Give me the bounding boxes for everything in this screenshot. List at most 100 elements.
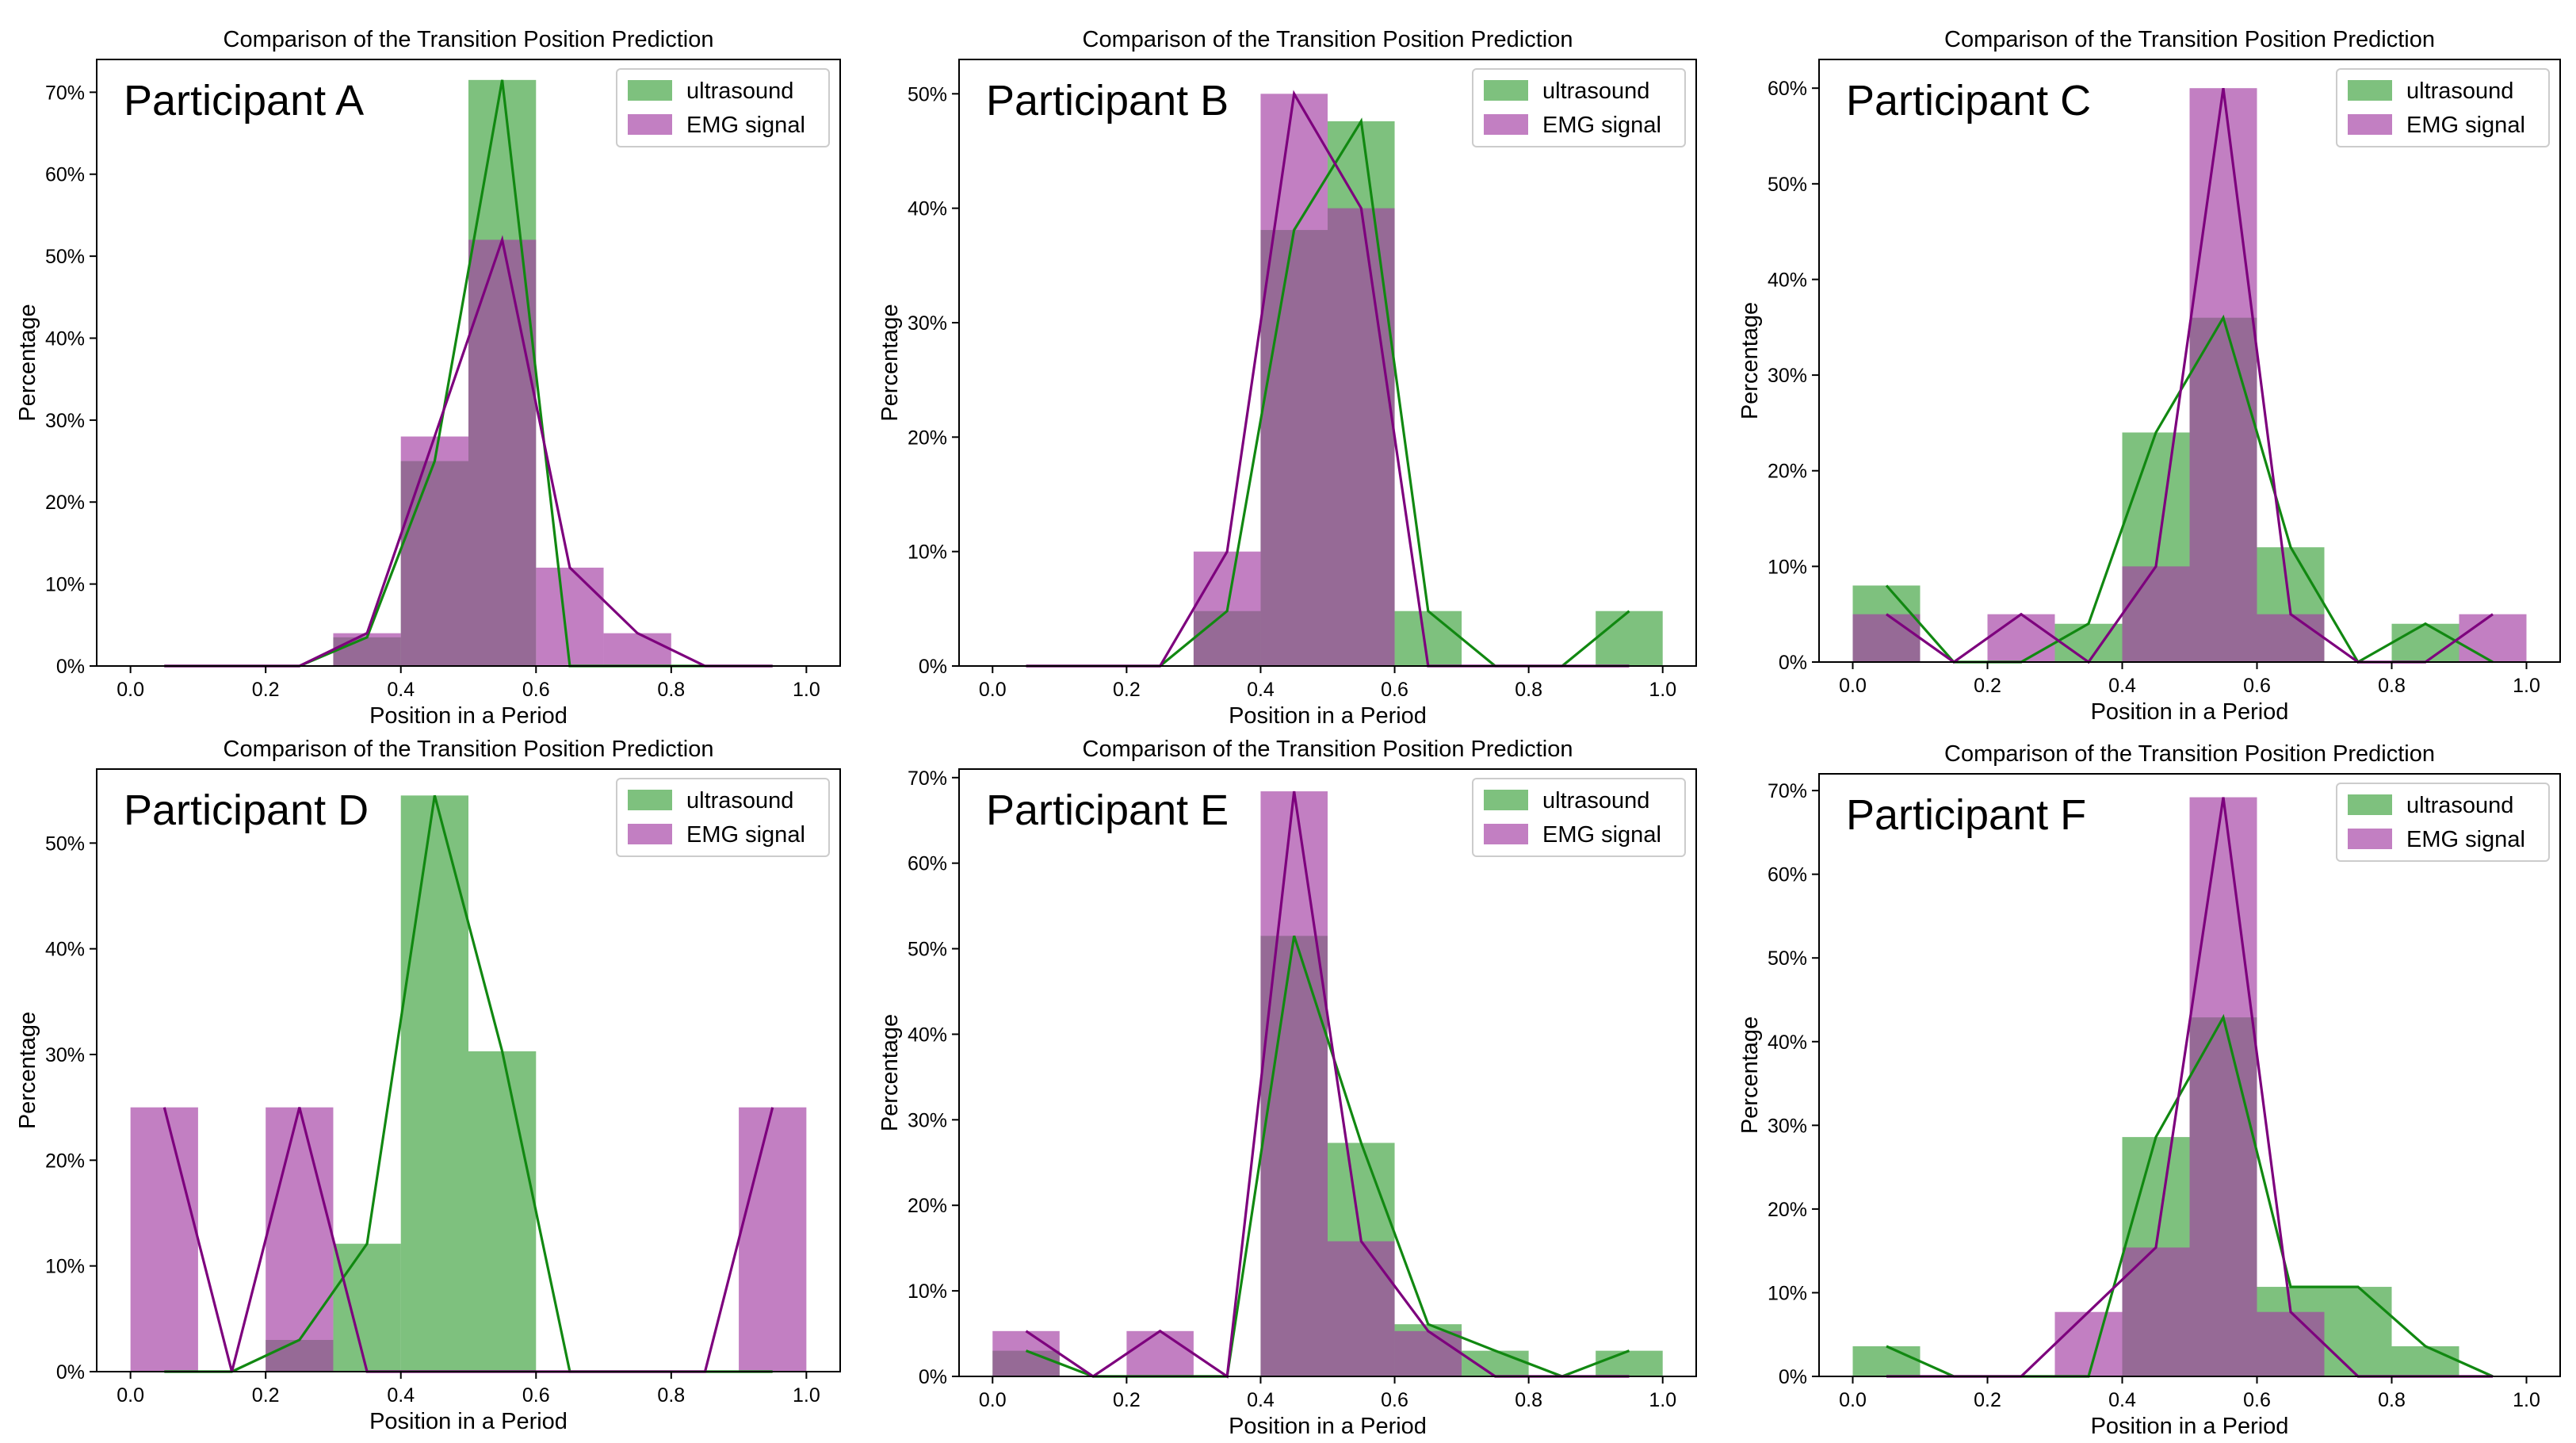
x-axis-label: Position in a Period	[2091, 699, 2289, 725]
x-tick-label: 0.6	[1381, 679, 1408, 701]
y-tick-label: 20%	[908, 427, 947, 449]
y-tick-label: 60%	[45, 164, 85, 186]
x-tick-label: 1.0	[793, 679, 820, 701]
x-tick-label: 0.6	[2243, 675, 2271, 697]
plot-frame	[96, 768, 841, 1372]
y-tick-label: 40%	[45, 939, 85, 961]
histogram-bar	[1852, 1346, 1921, 1376]
histogram-bar	[266, 1107, 334, 1372]
y-axis-label: Percentage	[1737, 1016, 1763, 1134]
series-emg-bars	[333, 239, 671, 666]
chart-title: Comparison of the Transition Position Pr…	[224, 737, 714, 762]
histogram-bar	[1987, 614, 2055, 662]
y-tick-label: 40%	[908, 1024, 947, 1046]
legend: ultrasound EMG signal	[2336, 783, 2550, 862]
y-tick-label: 20%	[1768, 1199, 1807, 1221]
legend-swatch	[1484, 790, 1528, 810]
chart-panel-5: Comparison of the Transition Position Pr…	[877, 737, 1697, 1439]
histogram-bar	[603, 633, 671, 666]
x-tick-label: 0.2	[252, 1384, 280, 1407]
legend: ultrasound EMG signal	[616, 68, 830, 147]
y-tick-label: 10%	[45, 1256, 85, 1278]
legend-label: ultrasound	[2406, 78, 2513, 104]
y-tick-label: 50%	[45, 246, 85, 268]
histogram-bar	[1596, 1350, 1663, 1376]
histogram-bar	[130, 1107, 198, 1372]
histogram-bar	[400, 795, 468, 1372]
x-tick-label: 0.2	[1113, 679, 1141, 701]
y-tick-label: 20%	[45, 492, 85, 514]
histogram-bar	[2054, 1311, 2123, 1376]
y-tick-label: 50%	[1768, 947, 1807, 970]
y-tick-label: 0%	[919, 656, 947, 678]
series-emg-bars	[130, 1107, 807, 1372]
y-tick-label: 30%	[45, 1044, 85, 1066]
legend-swatch	[628, 114, 672, 135]
y-tick-label: 40%	[908, 198, 947, 220]
x-tick-label: 0.8	[1515, 679, 1542, 701]
y-axis-label: Percentage	[877, 1014, 903, 1131]
x-tick-label: 1.0	[2513, 675, 2540, 697]
y-tick-label: 10%	[908, 1280, 947, 1303]
histogram-bar	[2257, 614, 2325, 662]
y-tick-label: 10%	[1768, 556, 1807, 578]
legend-swatch	[1484, 80, 1528, 101]
x-tick-label: 0.6	[522, 1384, 550, 1407]
histogram-bar	[2122, 566, 2190, 662]
y-tick-label: 70%	[1768, 780, 1807, 802]
legend-label: EMG signal	[1542, 113, 1661, 138]
y-tick-label: 50%	[1768, 174, 1807, 196]
plot-frame	[958, 768, 1697, 1377]
legend-label: EMG signal	[2406, 113, 2525, 138]
participant-label: Participant D	[124, 787, 369, 834]
legend-swatch	[2348, 794, 2392, 815]
histogram-bar	[2122, 1247, 2190, 1376]
y-tick-label: 0%	[1779, 1366, 1807, 1388]
legend-label: EMG signal	[686, 822, 805, 848]
histogram-bar	[333, 1243, 401, 1372]
histogram-bar	[739, 1107, 807, 1372]
x-axis-label: Position in a Period	[2091, 1414, 2289, 1439]
y-axis-label: Percentage	[877, 304, 903, 421]
legend-swatch	[1484, 824, 1528, 844]
histogram-bar	[1328, 208, 1395, 667]
y-tick-label: 20%	[1768, 461, 1807, 483]
x-tick-label: 0.6	[2243, 1389, 2271, 1411]
y-tick-label: 30%	[1768, 1115, 1807, 1137]
x-tick-label: 1.0	[793, 1384, 820, 1407]
y-axis-label: Percentage	[15, 1012, 40, 1129]
x-axis-label: Position in a Period	[1229, 703, 1427, 729]
y-tick-label: 30%	[1768, 365, 1807, 387]
x-tick-label: 0.4	[1247, 679, 1275, 701]
legend-label: ultrasound	[2406, 793, 2513, 818]
x-tick-label: 0.4	[387, 679, 415, 701]
y-tick-label: 40%	[45, 327, 85, 350]
x-tick-label: 0.6	[522, 679, 550, 701]
histogram-bar	[992, 1330, 1060, 1376]
histogram-bar	[2324, 1287, 2392, 1376]
y-tick-label: 70%	[45, 82, 85, 104]
x-tick-label: 0.4	[2108, 1389, 2136, 1411]
legend-swatch	[628, 80, 672, 101]
y-tick-label: 20%	[45, 1150, 85, 1172]
histogram-bar	[2257, 1311, 2325, 1376]
legend-label: ultrasound	[686, 788, 793, 813]
histogram-bar	[468, 1051, 537, 1372]
y-tick-label: 0%	[56, 1361, 85, 1384]
chart-panel-2: Comparison of the Transition Position Pr…	[877, 27, 1697, 729]
x-tick-label: 1.0	[1649, 1389, 1676, 1411]
chart-panel-4: Comparison of the Transition Position Pr…	[15, 737, 841, 1434]
y-tick-label: 40%	[1768, 269, 1807, 291]
x-tick-label: 1.0	[1649, 679, 1676, 701]
x-tick-label: 0.0	[979, 679, 1007, 701]
plot-frame	[1818, 59, 2561, 663]
y-tick-label: 60%	[908, 853, 947, 875]
legend-label: ultrasound	[1542, 78, 1649, 104]
y-tick-label: 30%	[45, 410, 85, 432]
y-axis-label: Percentage	[1737, 302, 1763, 419]
legend-swatch	[2348, 829, 2392, 849]
x-tick-label: 0.0	[117, 1384, 144, 1407]
x-tick-label: 0.0	[1839, 675, 1867, 697]
histogram-bar	[2459, 614, 2527, 662]
